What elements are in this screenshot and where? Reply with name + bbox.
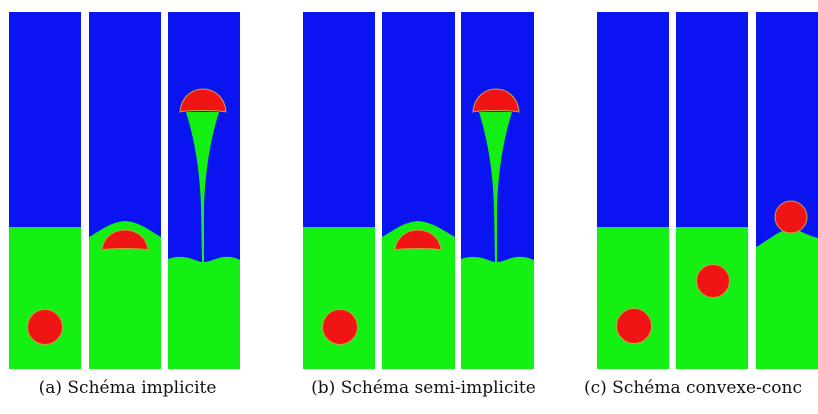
panel-b1 [303, 12, 375, 369]
bubble [179, 88, 227, 113]
subfigure-c [597, 12, 818, 369]
panel-b2 [382, 12, 455, 369]
bubble [472, 88, 520, 113]
bubble [101, 229, 149, 251]
bubble [696, 264, 730, 298]
caption-c: (c) Schéma convexe-conc [583, 378, 802, 398]
bubble [322, 309, 358, 345]
liquid-region [9, 227, 81, 369]
caption-b: (b) Schéma semi-implicite [311, 378, 536, 398]
subfigure-a [9, 12, 240, 369]
liquid-region [676, 227, 748, 369]
liquid-region [597, 227, 669, 369]
bubble [27, 309, 63, 345]
liquid-region [303, 227, 375, 369]
bubble [616, 308, 652, 344]
panel-b3 [461, 12, 534, 369]
panel-c2 [676, 12, 748, 369]
panel-a2 [89, 12, 161, 369]
liquid-region [382, 221, 455, 369]
caption-a: (a) Schéma implicite [38, 378, 217, 398]
panel-a1 [9, 12, 81, 369]
panel-c1 [597, 12, 669, 369]
panel-c3 [756, 12, 818, 369]
liquid-region [89, 221, 161, 369]
bubble [394, 229, 442, 251]
panel-a3 [168, 12, 240, 369]
liquid-region [756, 229, 818, 369]
liquid-region [461, 112, 534, 369]
bubble [774, 200, 808, 234]
liquid-region [168, 112, 240, 369]
subfigure-b [303, 12, 534, 369]
